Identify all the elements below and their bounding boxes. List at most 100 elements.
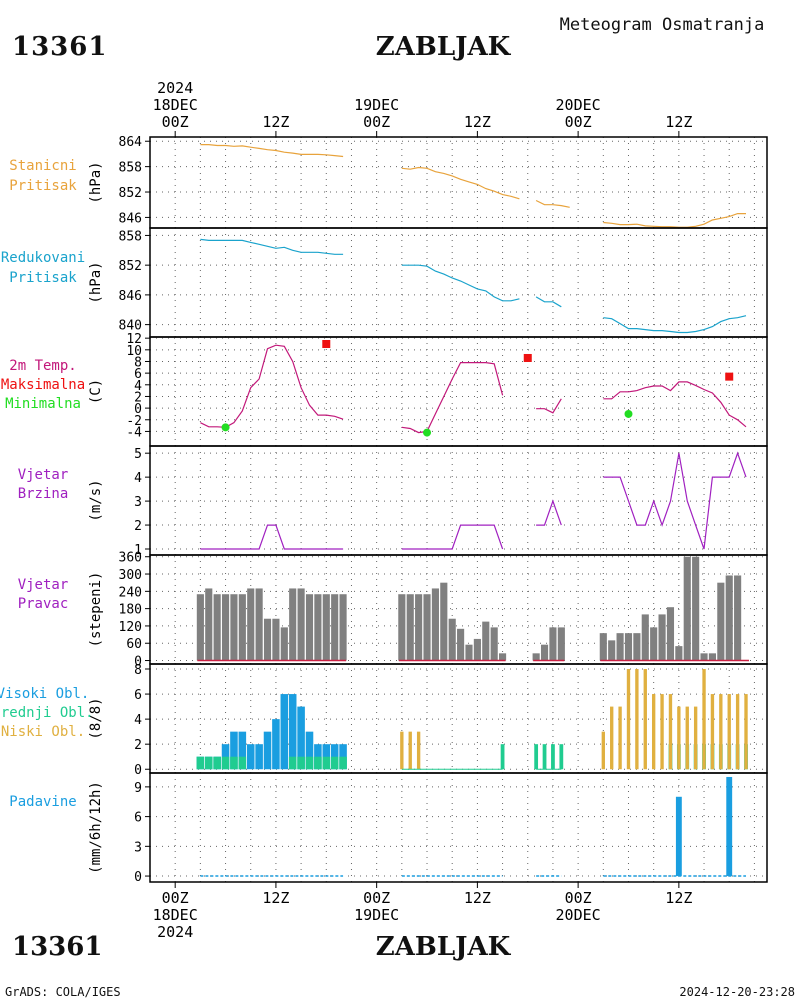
y-tick-label: 852	[119, 186, 142, 201]
cloud-high-bar	[288, 694, 297, 770]
panel-title: Niski Obl.	[1, 724, 85, 740]
wind-dir-bar	[666, 607, 675, 661]
wind-dir-bar	[448, 618, 456, 661]
y-tick-label: 0	[134, 870, 142, 885]
cloud-mid-bar	[238, 756, 247, 770]
wind-dir-bar	[205, 588, 213, 661]
wind-dir-bar	[658, 614, 666, 661]
series-line	[200, 344, 344, 428]
cloud-high-bar	[305, 731, 314, 770]
wind-dir-bar	[540, 644, 549, 661]
wind-dir-bar	[616, 633, 624, 661]
wind-dir-bar	[725, 575, 733, 661]
y-tick-label: 864	[119, 135, 143, 150]
series-line	[603, 381, 747, 428]
series-line	[603, 315, 747, 334]
wind-dir-bar	[532, 653, 540, 661]
series-line	[535, 199, 570, 208]
wind-dir-bar	[289, 588, 297, 661]
wind-dir-bar	[331, 594, 339, 661]
unit-label: (8/8)	[88, 697, 104, 739]
wind-dir-bar	[650, 627, 658, 661]
series-line	[200, 238, 344, 255]
y-tick-label: 4	[134, 713, 142, 728]
wind-dir-bar	[398, 594, 406, 661]
cloud-mid-bar	[314, 756, 322, 770]
y-tick-label: 0	[134, 402, 142, 417]
cloud-mid-bar	[230, 756, 238, 770]
panel-station_pressure: 846 852 858 864 (hPa) Stanicni Pritisak	[9, 135, 768, 229]
cloud-low-bar	[416, 731, 421, 770]
date-label-bottom: 19DEC	[354, 906, 399, 924]
series-line	[401, 166, 520, 200]
wind-dir-bar	[633, 633, 641, 661]
cloud-low-bar	[643, 669, 647, 770]
wind-dir-bar	[272, 618, 280, 661]
time-label-bottom: 00Z	[162, 889, 189, 907]
tmin-marker	[221, 423, 230, 432]
y-tick-label: 840	[119, 319, 142, 334]
time-label-bottom: 00Z	[363, 889, 390, 907]
unit-label: (stepeni)	[88, 572, 104, 648]
cloud-high-bar	[297, 706, 305, 770]
time-label-bottom: 12Z	[464, 889, 491, 907]
y-tick-label: 9	[134, 781, 142, 796]
panel-reduced_pressure: 840 846 852 858 (hPa)Redukovani Pritisak	[1, 227, 768, 338]
unit-label: (C)	[88, 379, 104, 404]
time-label-bottom: 12Z	[665, 889, 692, 907]
wind-dir-bar	[457, 628, 465, 661]
y-tick-label: 3	[134, 840, 142, 855]
y-tick-label: 4	[134, 471, 142, 486]
wind-dir-bar	[482, 621, 490, 661]
credit: GrADS: COLA/IGES	[5, 985, 121, 999]
panel-frame	[149, 772, 768, 883]
y-tick-label: 1	[134, 543, 142, 558]
cloud-low-bar	[618, 706, 622, 770]
cloud-mid-bar	[330, 756, 339, 770]
series-line	[603, 451, 747, 550]
tmax-marker	[523, 353, 532, 362]
wind-dir-bar	[549, 627, 557, 661]
y-tick-label: 846	[119, 211, 142, 226]
series-line	[603, 213, 746, 228]
precip-bar	[726, 776, 733, 877]
cloud-low-bar	[702, 669, 706, 770]
wind-dir-bar	[490, 627, 498, 661]
date-label-top: 19DEC	[354, 96, 399, 114]
wind-dir-bar	[608, 640, 616, 661]
wind-dir-bar	[734, 575, 742, 661]
cloud-high-bar	[246, 744, 255, 770]
cloud-mid-bar	[322, 756, 331, 770]
wind-dir-bar	[196, 594, 204, 661]
time-label-top: 00Z	[565, 113, 592, 131]
series-line	[401, 524, 504, 550]
unit-label: (m/s)	[88, 479, 104, 521]
panel-title: Redukovani	[1, 250, 85, 266]
unit-label: (hPa)	[88, 161, 104, 203]
panel-title: Padavine	[9, 794, 76, 810]
cloud-high-bar	[280, 694, 289, 770]
panel-frame	[149, 336, 768, 447]
y-tick-label: 3	[134, 495, 142, 510]
wind-dir-bar	[263, 618, 272, 661]
cloud-high-bar	[238, 731, 247, 770]
wind-dir-bar	[230, 594, 238, 661]
cloud-low-bar	[744, 694, 748, 770]
wind-dir-bar	[322, 594, 330, 661]
cloud-mid-bar	[221, 756, 230, 770]
y-tick-label: 300	[119, 568, 142, 583]
wind-dir-bar	[473, 638, 481, 661]
wind-dir-bar	[297, 588, 305, 661]
panel-title: 2m Temp.	[9, 358, 76, 374]
panel-title: Pritisak	[9, 178, 77, 194]
wind-dir-bar	[305, 594, 314, 661]
cloud-low-bar	[710, 694, 715, 770]
cloud-low-bar	[400, 731, 404, 770]
date-label-top: 20DEC	[556, 96, 601, 114]
cloud-low-bar	[719, 694, 723, 770]
series-line	[200, 524, 344, 550]
y-tick-label: 360	[119, 551, 142, 566]
cloud-mid-bar	[305, 756, 314, 770]
y-tick-label: 0	[134, 655, 142, 670]
